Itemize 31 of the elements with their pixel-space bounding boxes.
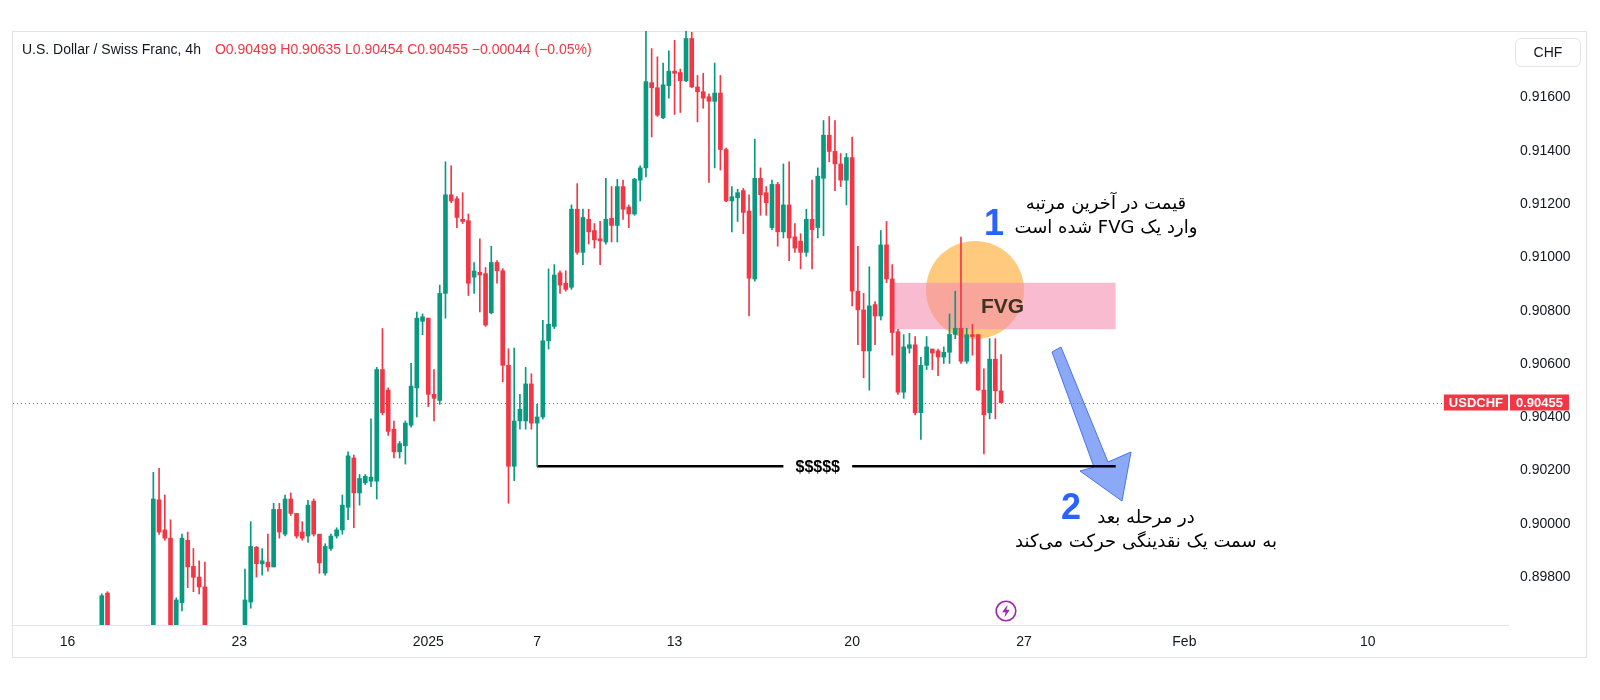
text: O0.90499 H0.90635 L0.90454 C0.90455 −0.00044 (−0.05%) [214,41,592,57]
x-tick-label: 7 [533,633,542,650]
y-tick-label: 0.90000 [1520,514,1571,531]
y-tick-label: 0.90400 [1520,408,1571,425]
annotation: 1 [983,202,1005,243]
annotation: قیمت در آخرین مرتبه وارد یک FVG شده است [1014,191,1198,239]
text: 0.90455 [1516,394,1563,410]
x-tick-label: 2025 [412,633,445,650]
x-tick-label: 13 [666,633,683,650]
y-tick-label: 0.89800 [1520,567,1571,584]
band-label: FVG [980,293,1025,317]
y-tick-label: 0.90800 [1520,301,1571,318]
y-tick-label: 0.90200 [1520,461,1571,478]
x-tick-label: 16 [59,633,76,650]
x-tick-label: Feb [1172,633,1197,650]
annotation: 2 [1060,486,1082,527]
y-tick-label: 0.91200 [1520,195,1571,211]
y-tick-label: 0.91400 [1520,141,1571,158]
y-tick-label: 0.91600 [1520,88,1571,105]
x-tick-label: 27 [1016,633,1032,650]
x-tick-label: 23 [231,633,248,650]
x-tick-label: 20 [844,633,861,650]
y-tick-label: 0.90600 [1520,354,1571,371]
y-axis-title: CHF [1515,38,1581,67]
ref-line-label: USDCHF [1448,394,1504,410]
candlestick [259,548,265,576]
y-tick-label: 0.91000 [1520,248,1571,265]
x-tick-label: 10 [1359,633,1376,650]
series-label: $$$$$ [795,457,841,475]
text: U.S. Dollar / Swiss Franc, 4h [22,41,201,57]
candlestick [712,62,718,169]
